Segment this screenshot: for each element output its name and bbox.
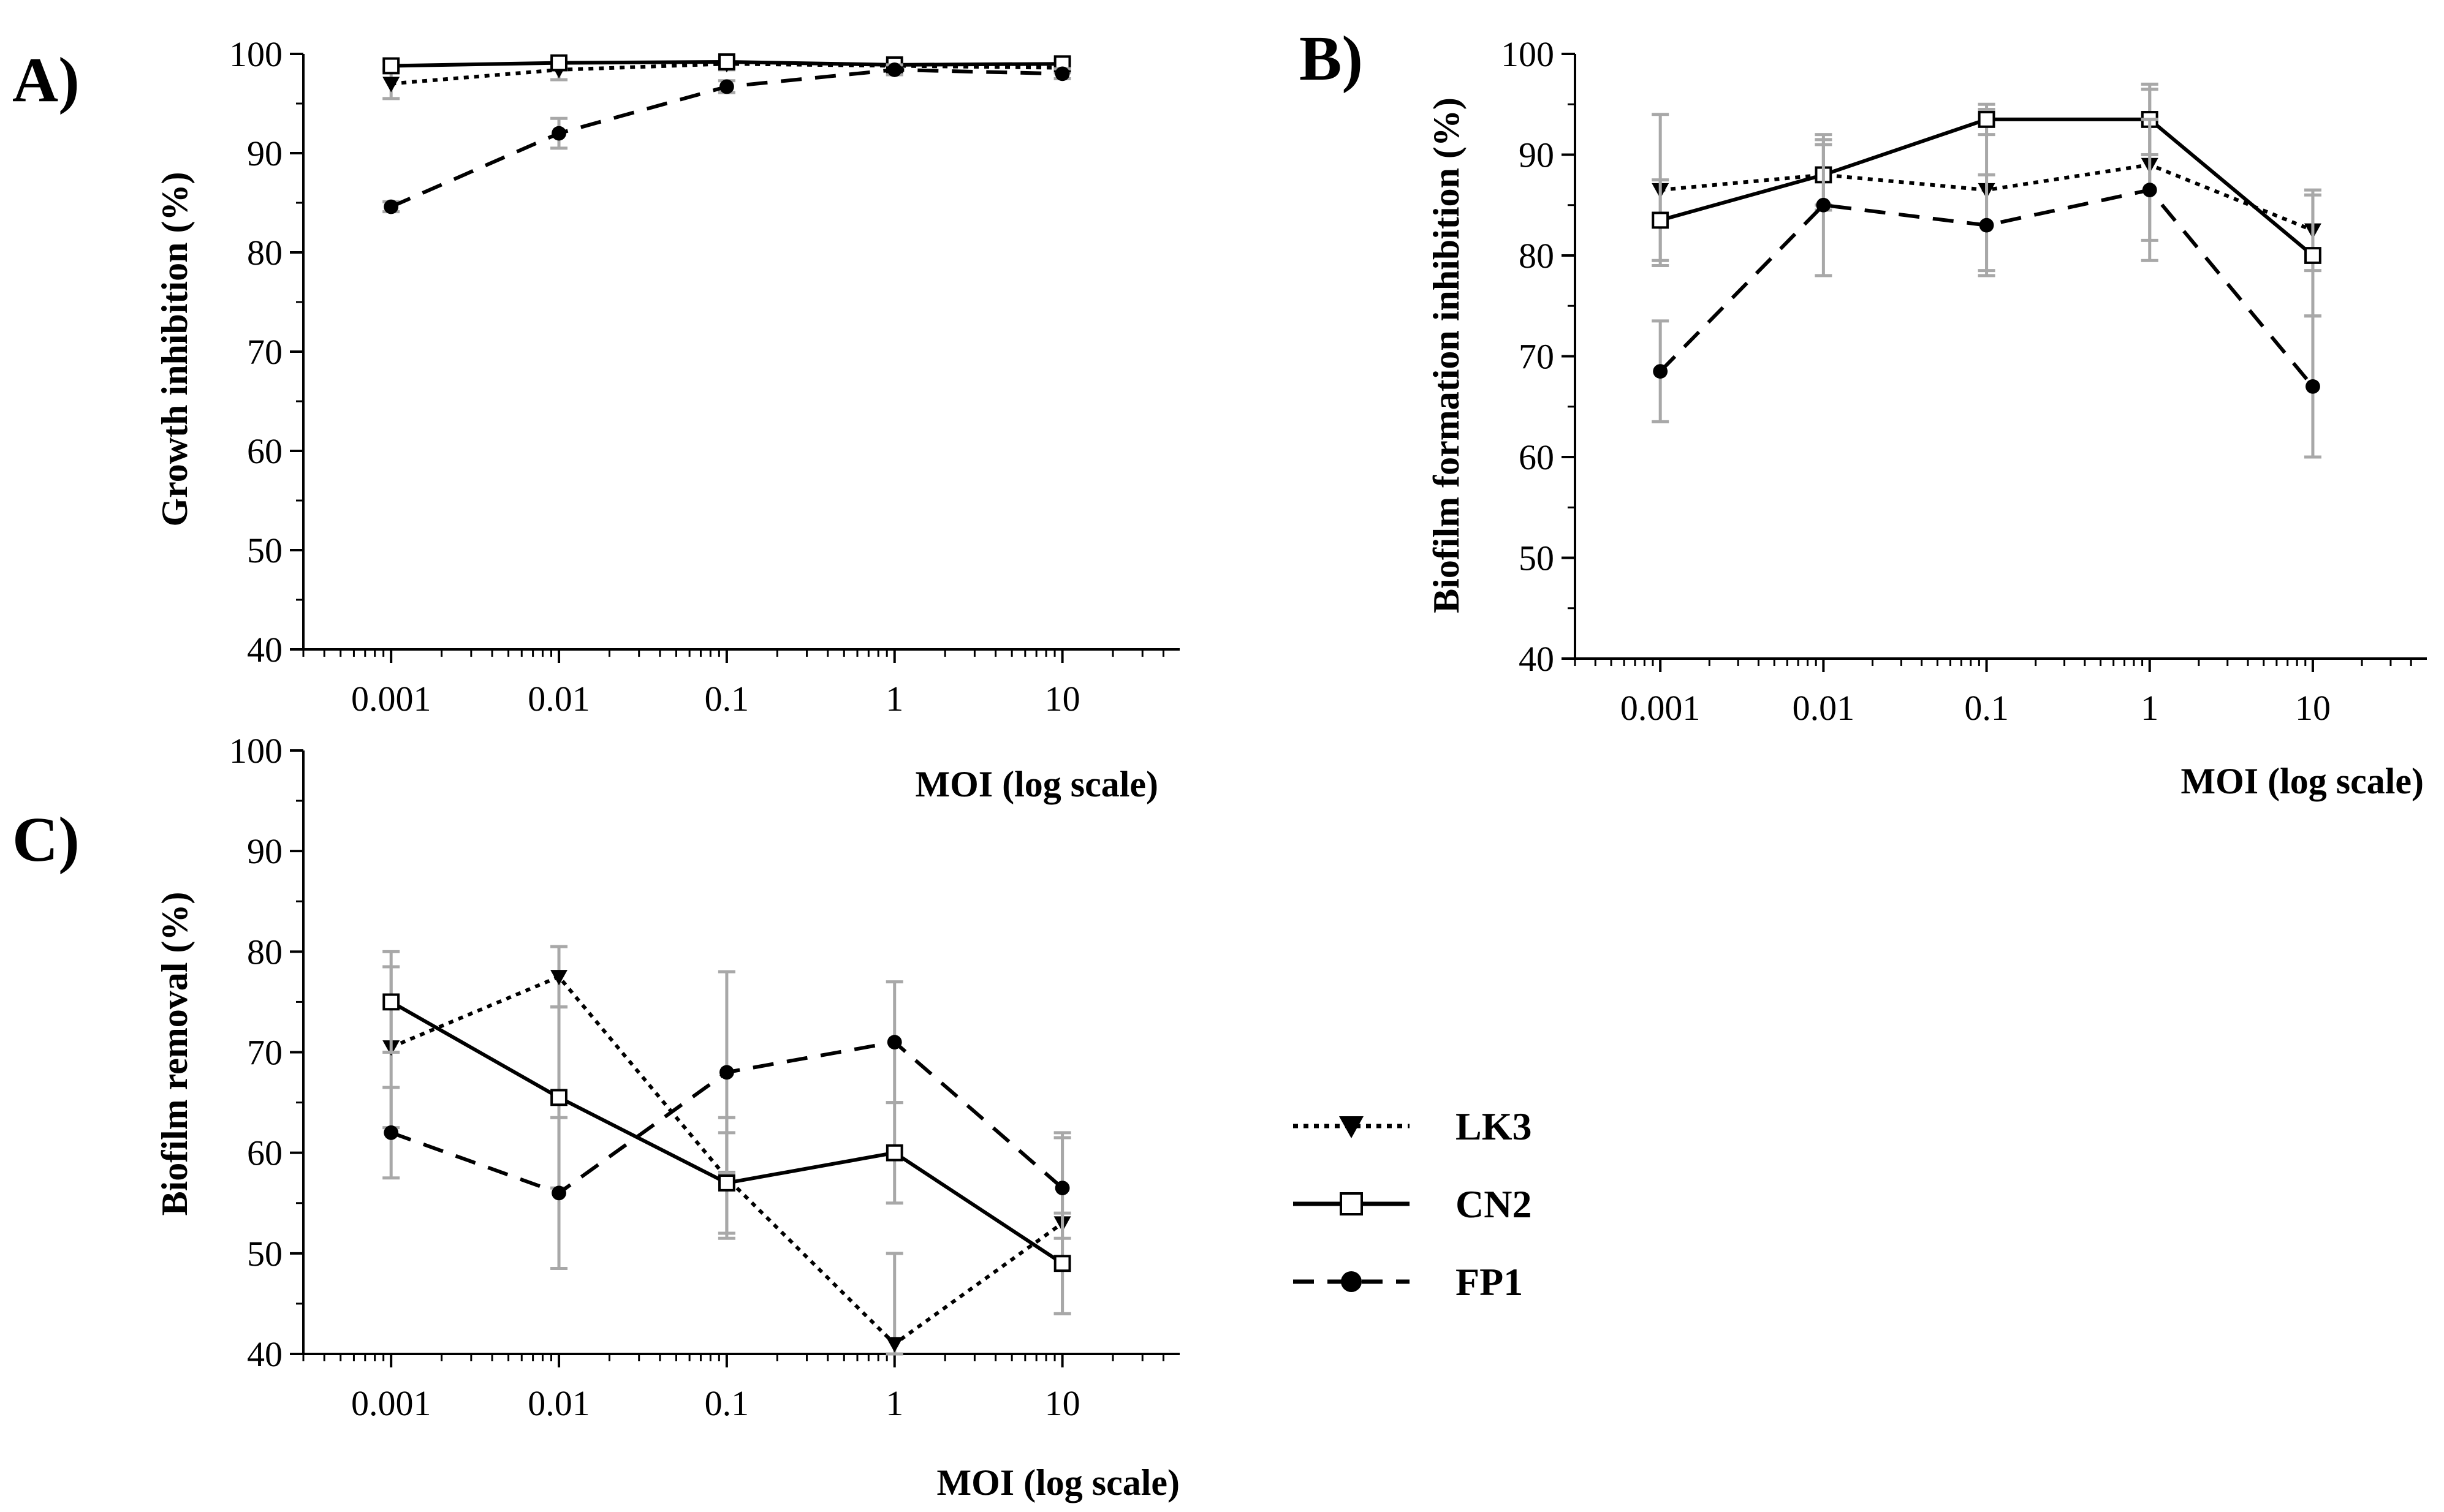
x-tick-label: 0.1 [705,1383,750,1423]
data-point-cn2 [1978,111,1995,128]
data-point-fp1 [384,199,399,214]
data-point-fp1 [552,1185,566,1201]
x-tick-label: 0.1 [705,679,750,719]
data-point-cn2 [550,54,567,72]
x-tick-label: 10 [2295,688,2331,728]
series-cn2 [382,950,1071,1315]
data-point-lk3 [382,77,400,93]
y-tick-label: 80 [247,932,283,972]
y-tick-label: 40 [247,630,283,670]
panel-label: A) [12,45,80,115]
data-point-fp1 [887,62,902,77]
x-axis-title: MOI (log scale) [936,1462,1180,1503]
x-axis-title: MOI (log scale) [915,764,1158,804]
legend-label: CN2 [1455,1182,1531,1226]
legend-label: LK3 [1455,1105,1531,1148]
y-tick-label: 70 [247,1033,283,1073]
y-tick-label: 90 [1519,135,1554,175]
y-tick-label: 90 [247,831,283,871]
y-axis-title: Biofilm removal (%) [154,892,195,1216]
y-tick-label: 40 [247,1334,283,1374]
y-tick-label: 50 [247,531,283,570]
series-fp1 [382,970,1071,1270]
legend: LK3 CN2 FP1 [1293,1105,1531,1304]
data-point-fp1 [719,79,734,94]
data-point-fp1 [1055,66,1070,81]
legend-item-lk3: LK3 [1293,1105,1531,1148]
legend-marker-lk3 [1339,1116,1364,1138]
data-point-lk3 [886,1337,903,1353]
x-tick-label: 1 [886,679,903,719]
legend-marker-cn2 [1340,1192,1363,1215]
data-point-fp1 [384,1125,399,1140]
data-point-fp1 [1979,217,1994,233]
data-point-fp1 [2142,183,2157,197]
legend-label: FP1 [1455,1260,1523,1304]
x-tick-label: 1 [886,1383,903,1423]
data-point-fp1 [1816,197,1831,213]
data-point-cn2 [1652,211,1669,229]
y-axis-title: Biofilm formation inhibition (%) [1426,97,1467,613]
x-tick-label: 0.01 [1793,688,1855,728]
series-fp1 [1652,118,2321,459]
y-tick-label: 50 [247,1234,283,1274]
x-tick-label: 0.001 [1620,688,1701,728]
legend-item-fp1: FP1 [1293,1260,1523,1304]
y-tick-label: 60 [247,431,283,471]
data-point-fp1 [1653,364,1668,379]
x-tick-label: 0.001 [351,679,431,719]
chart-panel-1: A) 40 50 60 70 80 90 100 0.001 0.01 0.1 1 10 MOI (log… [12,34,1180,804]
x-axis-title: MOI (log scale) [2180,761,2424,801]
legend-marker-fp1 [1341,1271,1362,1292]
y-tick-label: 70 [247,332,283,372]
y-tick-label: 40 [1519,639,1554,679]
y-tick-label: 50 [1519,539,1554,578]
legend-item-cn2: CN2 [1293,1182,1531,1226]
data-point-fp1 [887,1035,902,1049]
data-point-cn2 [718,53,735,70]
y-tick-label: 100 [229,731,283,771]
data-point-lk3 [550,970,568,986]
series-fp1 [382,62,1071,214]
x-tick-label: 1 [2141,688,2158,728]
data-point-fp1 [552,126,566,141]
data-point-cn2 [718,1174,735,1192]
y-tick-label: 70 [1519,337,1554,377]
x-tick-label: 0.001 [351,1383,431,1423]
data-point-fp1 [1055,1181,1070,1196]
x-tick-label: 0.1 [1964,688,2009,728]
data-point-cn2 [550,1089,567,1106]
y-tick-label: 80 [247,233,283,273]
y-tick-label: 90 [247,134,283,173]
y-axis-title: Growth inhibition (%) [154,172,195,527]
data-point-cn2 [886,1144,903,1162]
x-tick-label: 0.01 [528,1383,590,1423]
panel-label: B) [1299,23,1363,94]
data-point-cn2 [382,993,400,1011]
y-tick-label: 60 [1519,437,1554,477]
data-point-cn2 [2304,247,2321,264]
y-tick-label: 60 [247,1133,283,1173]
y-tick-label: 100 [1501,34,1554,74]
y-tick-label: 100 [229,34,283,74]
x-tick-label: 10 [1045,679,1080,719]
y-tick-label: 80 [1519,236,1554,276]
panels: A) 40 50 60 70 80 90 100 0.001 0.01 0.1 1 10 MOI (log… [12,23,2427,1503]
data-point-fp1 [2305,379,2320,394]
chart-panel-2: B) 40 50 60 70 80 90 100 0.001 0.01 0.1 1 10 MOI (log… [1299,23,2427,801]
data-point-cn2 [382,57,400,75]
chart-panel-3: C) 40 50 60 70 80 90 100 0.001 0.01 0.1 1 10 MOI (log… [12,731,1180,1503]
x-tick-label: 0.01 [528,679,590,719]
x-tick-label: 10 [1045,1383,1080,1423]
panel-label: C) [12,804,80,875]
data-point-fp1 [719,1065,734,1080]
data-point-cn2 [1053,1255,1071,1272]
